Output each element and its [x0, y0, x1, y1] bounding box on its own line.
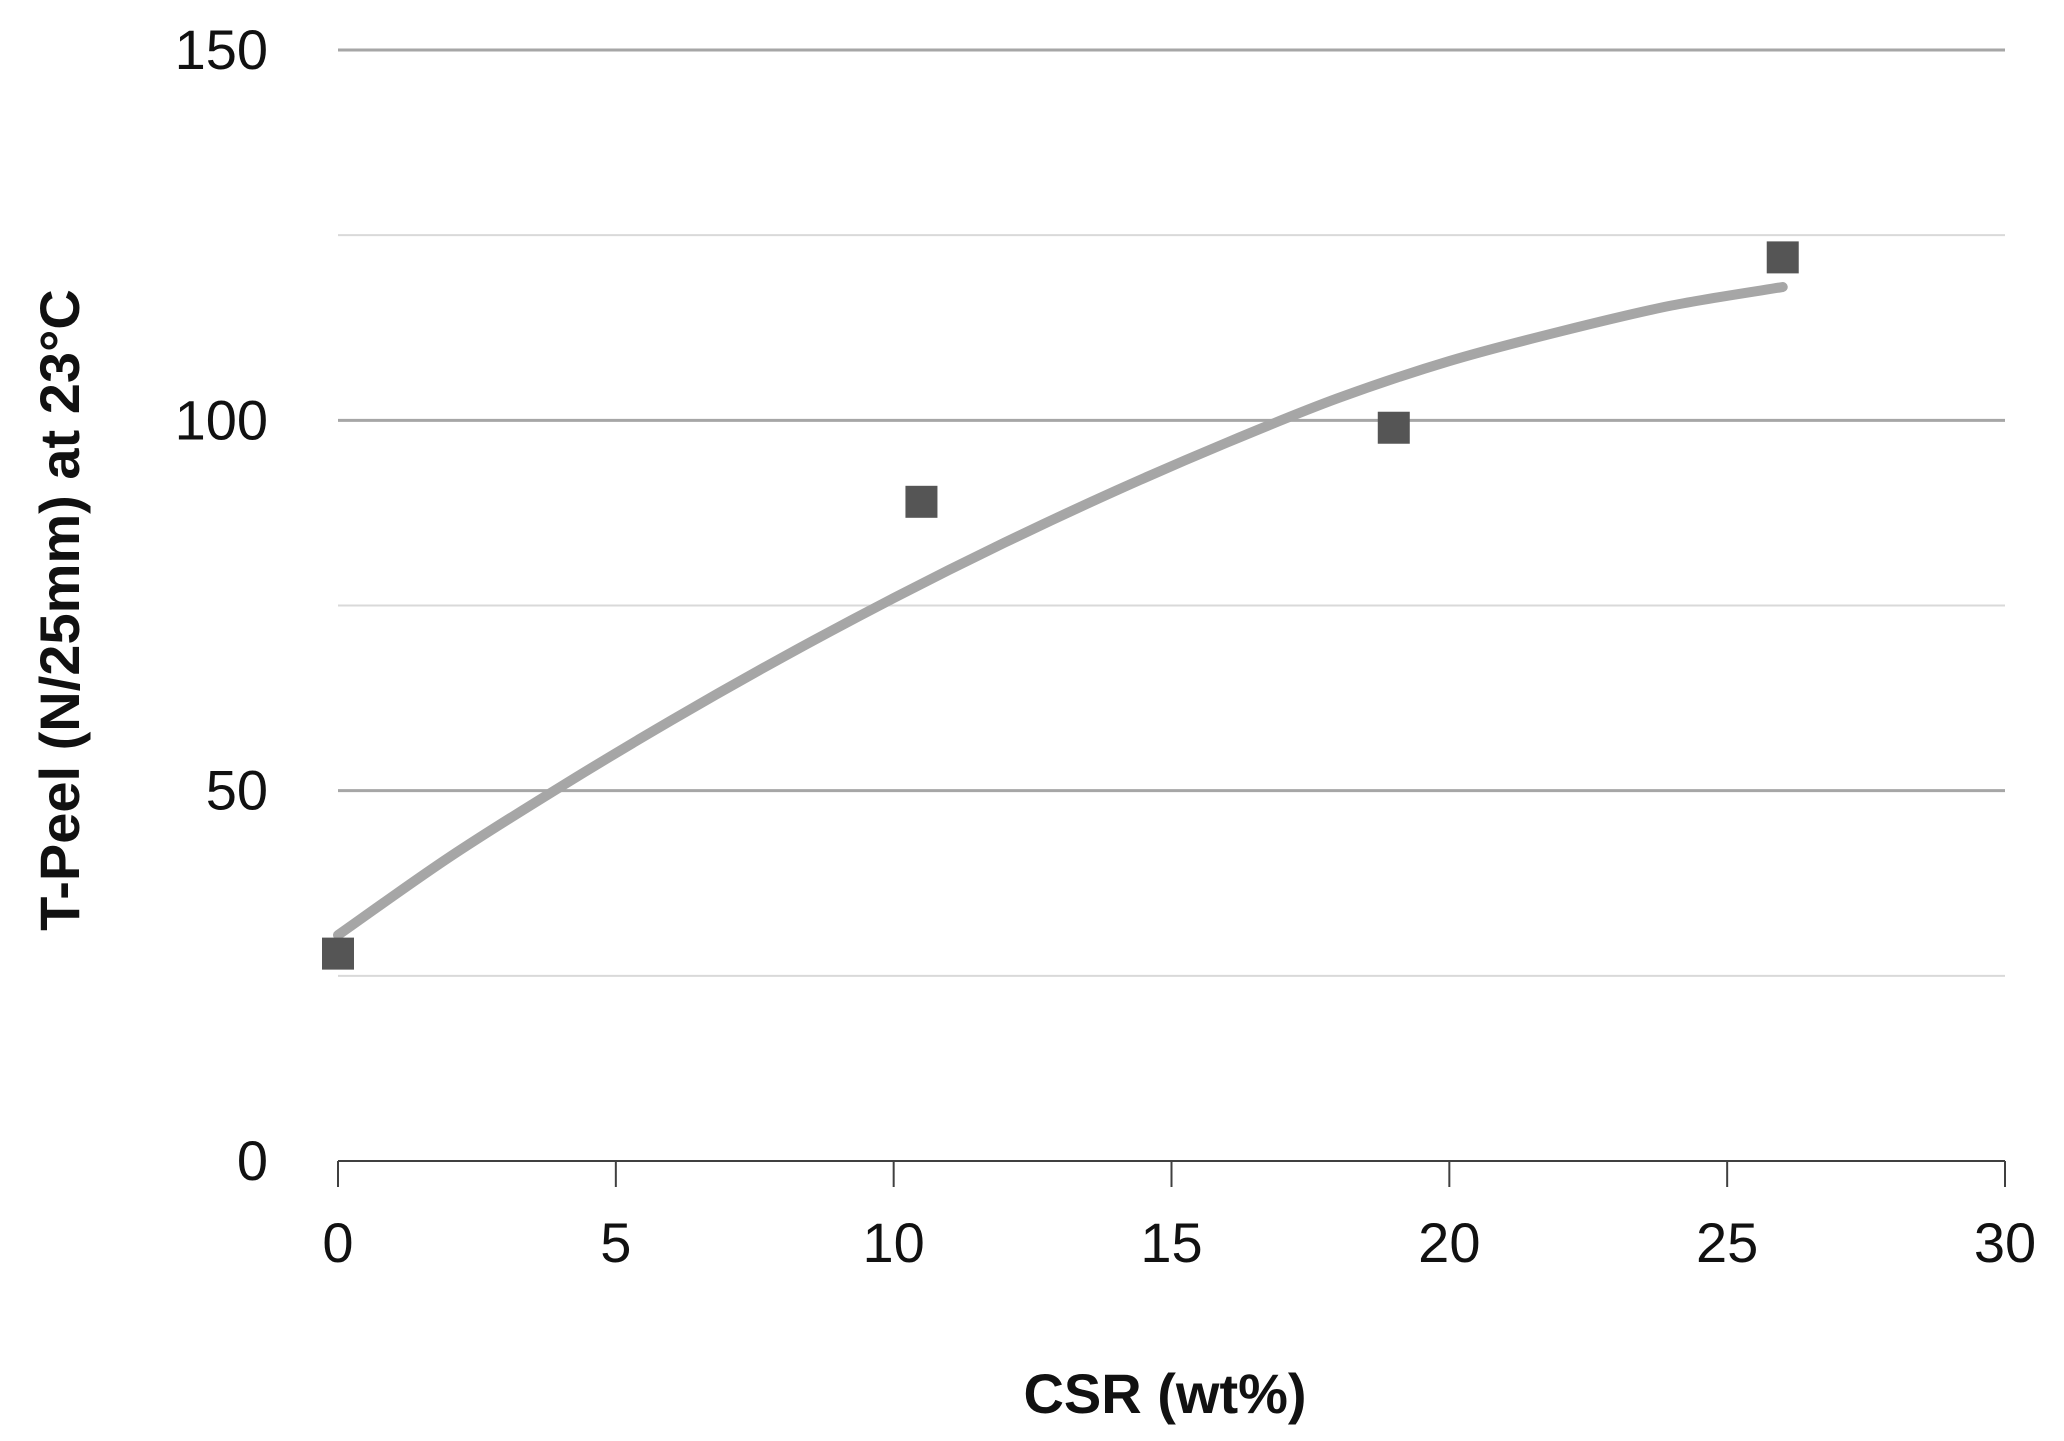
data-point [905, 485, 938, 518]
y-tick-label: 50 [206, 759, 268, 822]
y-tick-label: 100 [175, 388, 268, 451]
x-tick-label: 5 [600, 1211, 631, 1274]
data-point [1766, 241, 1799, 274]
data-point [322, 937, 354, 970]
gridlines [338, 48, 2005, 977]
trendline-layer [333, 282, 1788, 941]
data-points-layer [322, 241, 1799, 970]
x-tick-label: 25 [1696, 1211, 1758, 1274]
x-tick-label: 10 [863, 1211, 925, 1274]
y-tick-label: 150 [175, 18, 268, 81]
y-axis-title: T-Peel (N/25mm) at 23°C [28, 289, 91, 931]
x-axis-title: CSR (wt%) [1023, 1362, 1306, 1425]
x-tick-label: 15 [1140, 1211, 1202, 1274]
data-point [1377, 411, 1410, 444]
x-tick-label: 20 [1418, 1211, 1480, 1274]
x-tick-label: 0 [322, 1211, 353, 1274]
trendline [333, 282, 1788, 941]
x-axis: 0 5 10 15 20 25 30 [322, 1160, 2036, 1274]
x-tick-label: 30 [1974, 1211, 2036, 1274]
y-axis: 0 50 100 150 [175, 18, 268, 1192]
y-tick-label: 0 [237, 1129, 268, 1192]
